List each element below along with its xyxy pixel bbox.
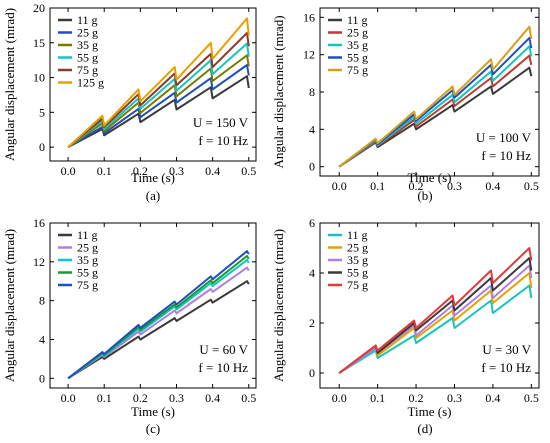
- legend-label: 35 g: [77, 38, 98, 52]
- x-tick-label: 0.2: [409, 179, 424, 193]
- x-axis-label: Time (s): [408, 404, 452, 419]
- series-line: [338, 272, 533, 374]
- legend-label: 55 g: [77, 266, 98, 280]
- series-line: [338, 25, 533, 168]
- x-tick-label: 0.0: [61, 164, 76, 178]
- series-line: [338, 247, 533, 374]
- x-tick-label: 0.3: [169, 391, 184, 405]
- panel-caption: (c): [146, 421, 160, 436]
- plot-frame: [319, 222, 540, 389]
- legend-label: 125 g: [77, 76, 104, 90]
- x-axis-label: Time (s): [131, 170, 175, 185]
- legend-label: 75 g: [77, 63, 98, 77]
- x-tick-label: 0.4: [485, 179, 500, 193]
- series-line: [67, 17, 250, 148]
- x-axis-label: Time (s): [131, 404, 175, 419]
- x-tick-label: 0.1: [97, 391, 112, 405]
- y-tick-label: 12: [33, 255, 45, 269]
- voltage-annotation: U = 60 V: [199, 342, 248, 357]
- legend-label: 25 g: [77, 241, 98, 255]
- legend-label: 35 g: [77, 253, 98, 267]
- chart-panel: 0.0 0.1 0.2 0.3 0.4 0.5 0 5 10 15 20 Time (s) Angula…: [2, 1, 257, 203]
- y-tick-label: 6: [309, 216, 315, 230]
- x-tick-label: 0.0: [332, 391, 347, 405]
- legend-label: 35 g: [347, 253, 368, 267]
- legend-label: 75 g: [347, 63, 368, 77]
- x-tick-label: 0.0: [332, 179, 347, 193]
- y-axis-label: Angular displacement (mrad): [271, 229, 286, 382]
- x-tick-label: 0.1: [370, 391, 385, 405]
- y-tick-label: 2: [309, 316, 315, 330]
- plot-frame: [49, 222, 257, 389]
- y-tick-label: 0: [39, 371, 45, 385]
- y-axis-label: Angular displacement (mrad): [2, 8, 17, 161]
- voltage-annotation: U = 100 V: [476, 130, 532, 145]
- voltage-annotation: U = 30 V: [482, 342, 531, 357]
- y-tick-label: 10: [33, 71, 45, 85]
- y-tick-label: 16: [33, 216, 45, 230]
- x-tick-label: 0.5: [241, 391, 256, 405]
- legend-label: 55 g: [347, 51, 368, 65]
- x-tick-label: 0.3: [447, 391, 462, 405]
- frequency-annotation: f = 10 Hz: [198, 360, 248, 375]
- x-tick-label: 0.3: [447, 179, 462, 193]
- x-tick-label: 0.5: [524, 179, 539, 193]
- x-tick-label: 0.5: [524, 391, 539, 405]
- x-tick-label: 0.2: [133, 391, 148, 405]
- voltage-annotation: U = 150 V: [193, 115, 249, 130]
- y-tick-label: 15: [33, 36, 45, 50]
- frequency-annotation: f = 10 Hz: [198, 133, 248, 148]
- y-tick-label: 4: [39, 332, 45, 346]
- legend-label: 75 g: [77, 278, 98, 292]
- y-tick-label: 20: [33, 1, 45, 15]
- legend-label: 11 g: [77, 13, 98, 27]
- y-tick-label: 16: [303, 10, 315, 24]
- legend-label: 55 g: [347, 266, 368, 280]
- legend-label: 55 g: [77, 51, 98, 65]
- legend-label: 11 g: [347, 13, 368, 27]
- y-tick-label: 0: [309, 160, 315, 174]
- frequency-annotation: f = 10 Hz: [481, 148, 531, 163]
- chart-panel: 0.0 0.1 0.2 0.3 0.4 0.5 0 4 8 12 16 Time (s) Angular…: [271, 7, 540, 203]
- legend-label: 11 g: [347, 228, 368, 242]
- x-axis-label: Time (s): [408, 170, 452, 185]
- panel-caption: (b): [417, 188, 432, 203]
- legend-label: 11 g: [77, 228, 98, 242]
- legend-label: 75 g: [347, 278, 368, 292]
- panel-caption: (d): [417, 421, 432, 436]
- y-tick-label: 4: [309, 122, 315, 136]
- y-tick-label: 12: [303, 48, 315, 62]
- x-tick-label: 0.4: [485, 391, 500, 405]
- y-tick-label: 4: [309, 266, 315, 280]
- x-tick-label: 0.0: [61, 391, 76, 405]
- y-tick-label: 8: [309, 85, 315, 99]
- legend-label: 25 g: [347, 26, 368, 40]
- y-tick-label: 8: [39, 294, 45, 308]
- legend-label: 25 g: [347, 241, 368, 255]
- legend-label: 25 g: [77, 26, 98, 40]
- chart-panel: 0.0 0.1 0.2 0.3 0.4 0.5 0 4 8 12 16 Time (s) Angular…: [2, 216, 257, 436]
- chart-panel: 0.0 0.1 0.2 0.3 0.4 0.5 0 2 4 6 Time (s) Angular di…: [271, 216, 540, 436]
- y-tick-label: 0: [39, 140, 45, 154]
- y-tick-label: 0: [309, 366, 315, 380]
- plot-frame: [49, 7, 257, 162]
- x-tick-label: 0.5: [241, 164, 256, 178]
- x-tick-label: 0.2: [409, 391, 424, 405]
- x-tick-label: 0.2: [133, 164, 148, 178]
- y-axis-label: Angular displacement (mrad): [2, 229, 17, 382]
- series-line: [67, 280, 250, 380]
- x-tick-label: 0.4: [205, 164, 220, 178]
- x-tick-label: 0.4: [205, 391, 220, 405]
- x-tick-label: 0.1: [97, 164, 112, 178]
- series-line: [67, 250, 250, 380]
- y-axis-label: Angular displacement (mrad): [271, 15, 286, 168]
- legend-label: 35 g: [347, 38, 368, 52]
- frequency-annotation: f = 10 Hz: [481, 360, 531, 375]
- y-tick-label: 5: [39, 105, 45, 119]
- x-tick-label: 0.1: [370, 179, 385, 193]
- x-tick-label: 0.3: [169, 164, 184, 178]
- panel-caption: (a): [146, 188, 160, 203]
